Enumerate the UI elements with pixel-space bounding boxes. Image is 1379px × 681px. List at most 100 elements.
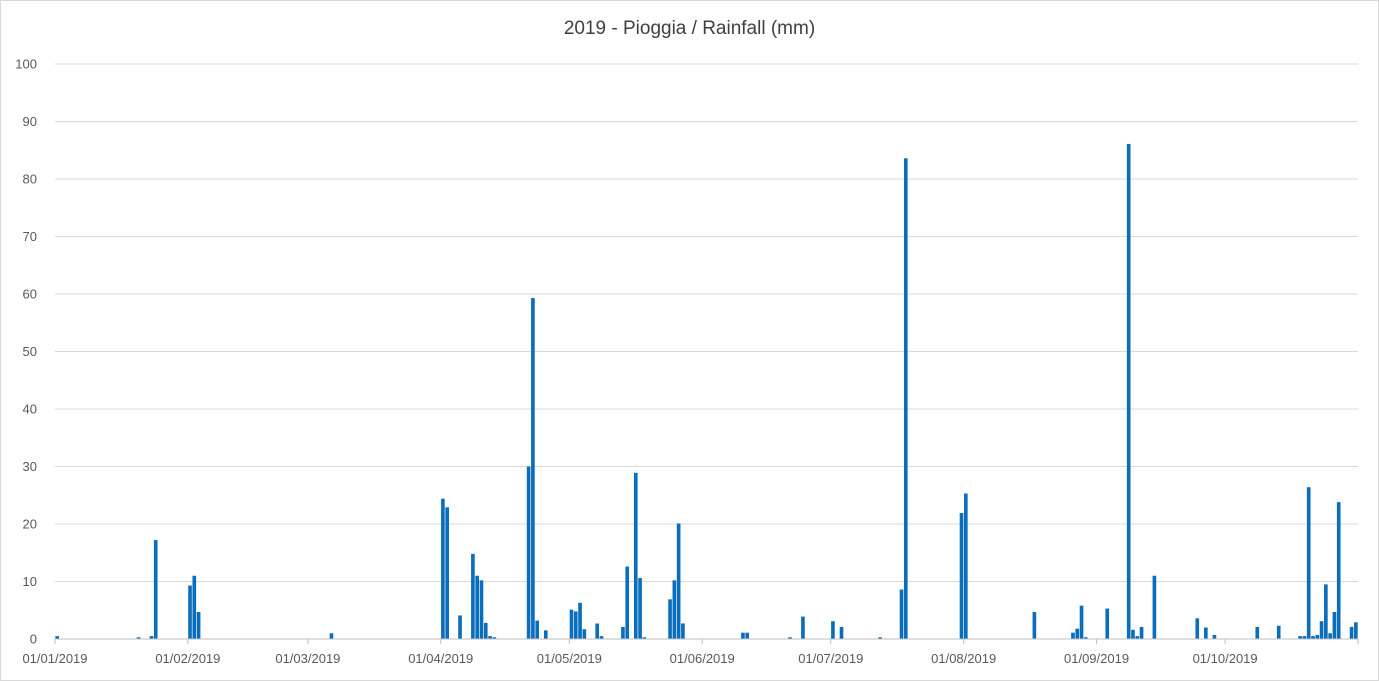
rain-bar [831, 621, 835, 639]
rain-bar [192, 575, 197, 639]
rain-bar [1195, 618, 1200, 639]
rain-bar [801, 616, 805, 639]
rain-bar [1079, 605, 1084, 639]
y-tick-label: 50 [23, 344, 37, 359]
rain-bar [526, 466, 531, 639]
rain-bar [535, 620, 540, 639]
rain-bar [573, 611, 578, 639]
x-tick-label: 01/02/2019 [155, 651, 220, 666]
rain-bar [1105, 608, 1110, 639]
y-tick-label: 10 [23, 574, 37, 589]
rain-bar [196, 611, 201, 639]
rain-bar [1084, 637, 1088, 639]
rain-bar [1311, 636, 1315, 639]
rain-bar [599, 636, 604, 639]
rain-bar [741, 632, 745, 639]
y-tick-label: 20 [23, 517, 37, 532]
rain-bar [492, 637, 497, 639]
x-tick-label: 01/05/2019 [537, 651, 602, 666]
rain-bar [1204, 627, 1208, 639]
rain-bar [1131, 629, 1135, 639]
rain-bar [625, 566, 630, 639]
rain-bar [153, 540, 158, 639]
x-tick-label: 01/01/2019 [22, 651, 87, 666]
rain-bar [676, 523, 681, 639]
rain-bar [1135, 636, 1140, 639]
rain-bar [1306, 487, 1311, 639]
rain-bar [471, 553, 475, 639]
y-tick-label: 80 [23, 172, 37, 187]
rain-bar [595, 623, 600, 639]
gridlines [55, 63, 1358, 582]
rain-bar [149, 636, 154, 639]
x-tick-label: 01/10/2019 [1193, 651, 1258, 666]
rain-bar [1298, 636, 1302, 639]
rain-bar [621, 626, 625, 639]
y-tick-label: 40 [23, 402, 37, 417]
rain-bar [1071, 632, 1075, 639]
rain-bar [1126, 143, 1131, 640]
rain-bar [569, 609, 574, 639]
rain-bar [681, 623, 685, 639]
rain-bar [959, 513, 964, 639]
chart-title: 2019 - Pioggia / Rainfall (mm) [563, 18, 816, 39]
rain-bar [582, 629, 587, 639]
x-tick-label: 01/08/2019 [931, 651, 996, 666]
rain-bar [188, 585, 192, 639]
y-tick-labels: 0 10 20 30 40 50 60 70 80 90 100 [15, 57, 37, 647]
rain-bar [638, 578, 642, 639]
rain-bar [1032, 611, 1037, 639]
rain-bar [479, 580, 484, 639]
x-axis [54, 638, 1359, 644]
rain-bar [878, 637, 882, 639]
rain-bar [1302, 636, 1307, 639]
rain-bar [531, 298, 535, 639]
rain-bar [672, 580, 677, 639]
rain-bar [578, 602, 582, 639]
y-tick-label: 30 [23, 459, 37, 474]
rain-bar [329, 633, 334, 639]
rain-bar [1319, 621, 1324, 639]
rain-bar [788, 637, 792, 639]
rain-bar [441, 498, 445, 639]
x-tick-label: 01/07/2019 [798, 651, 863, 666]
rain-bar [633, 472, 638, 639]
rain-bar [458, 615, 462, 639]
rain-bar [899, 589, 904, 639]
rain-bar [1324, 584, 1328, 639]
rain-bar [445, 507, 450, 639]
rain-bar [483, 622, 488, 639]
rain-bar [1354, 622, 1358, 639]
bars [55, 143, 1358, 640]
rain-bar [1349, 626, 1354, 639]
rain-bar [1212, 634, 1217, 639]
x-tick-label: 01/06/2019 [670, 651, 735, 666]
rain-bar [136, 637, 141, 639]
rain-bar [543, 630, 548, 639]
rain-bar [745, 632, 750, 639]
x-tick-label: 01/04/2019 [408, 651, 473, 666]
rain-bar [488, 636, 492, 639]
rain-bar [1139, 626, 1144, 639]
y-tick-label: 70 [23, 229, 37, 244]
rain-bar [1152, 575, 1157, 639]
x-tick-label: 01/03/2019 [275, 651, 340, 666]
rain-bar [839, 626, 844, 639]
rain-bar [1255, 626, 1260, 639]
x-tick-label: 01/09/2019 [1064, 651, 1129, 666]
rain-bar [668, 599, 672, 639]
rain-bar [903, 158, 908, 640]
rain-bar [642, 637, 647, 639]
y-tick-label: 100 [15, 57, 37, 72]
rain-bar [1315, 634, 1320, 639]
rain-bar [1336, 502, 1341, 639]
y-tick-label: 0 [30, 632, 37, 647]
x-tick-labels: 01/01/2019 01/02/2019 01/03/2019 01/04/2019… [22, 651, 1257, 666]
rain-bar [1332, 611, 1337, 639]
y-tick-label: 90 [23, 114, 37, 129]
rain-bar [963, 493, 968, 639]
rain-bar [475, 575, 480, 639]
rain-bar [55, 636, 59, 639]
rain-bar [1075, 628, 1080, 639]
